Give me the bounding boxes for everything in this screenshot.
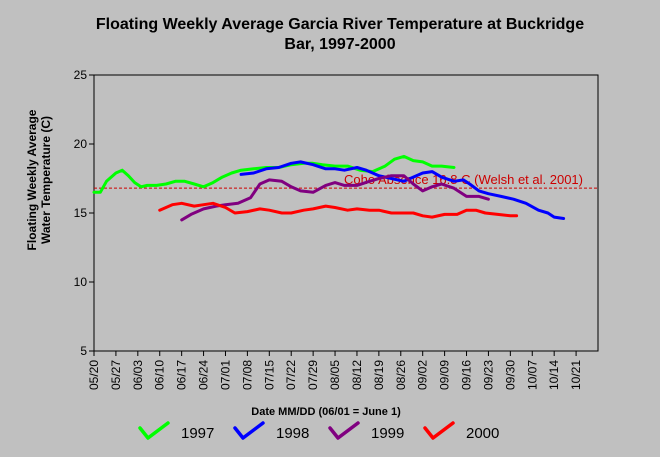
x-tick-label: 09/30 — [503, 360, 517, 390]
x-tick-label: 07/15 — [262, 360, 276, 390]
y-axis-label-line1: Floating Weekly Average — [25, 109, 39, 250]
series-line-1997 — [92, 154, 456, 194]
legend-label-1999: 1999 — [371, 425, 404, 442]
x-tick-label: 07/22 — [284, 360, 298, 390]
x-tick-label: 08/12 — [350, 360, 364, 390]
x-tick-label: 05/27 — [109, 360, 123, 390]
chart-title-line1: Floating Weekly Average Garcia River Tem… — [96, 16, 584, 33]
x-tick-label: 09/16 — [460, 360, 474, 390]
legend-label-1997: 1997 — [181, 425, 214, 442]
legend-swatch-2000 — [423, 421, 455, 440]
series-line-1999 — [180, 174, 490, 222]
x-tick-label: 08/19 — [372, 360, 386, 390]
x-tick-label: 09/09 — [438, 360, 452, 390]
x-tick-label: 07/29 — [306, 360, 320, 390]
legend-swatch-1999 — [328, 421, 360, 440]
y-tick-label: 20 — [74, 137, 88, 151]
x-tick-label: 07/01 — [218, 360, 232, 390]
y-tick-label: 10 — [74, 275, 88, 289]
y-axis-label-line2: Water Temperature (C) — [39, 116, 53, 244]
x-tick-label: 10/21 — [569, 360, 583, 390]
x-tick-label: 06/03 — [131, 360, 145, 390]
y-axis: 5 10 15 20 25 — [74, 68, 94, 358]
y-tick-label: 25 — [74, 68, 88, 82]
series-line-1998 — [239, 160, 566, 220]
x-tick-label: 10/07 — [525, 360, 539, 390]
plot-area — [93, 74, 599, 352]
x-tick-label: 06/24 — [197, 360, 211, 390]
x-axis: 05/20 05/27 06/03 06/10 06/17 06/24 07/01 07/08… — [87, 351, 583, 390]
x-axis-label: Date MM/DD (06/01 = June 1) — [251, 406, 401, 418]
legend-label-1998: 1998 — [276, 425, 309, 442]
x-tick-label: 09/02 — [416, 360, 430, 390]
x-tick-label: 05/20 — [87, 360, 101, 390]
y-tick-label: 15 — [74, 206, 88, 220]
legend-label-2000: 2000 — [466, 425, 499, 442]
series-line-2000 — [158, 201, 519, 219]
legend: 1997 1998 1999 2000 — [138, 421, 499, 442]
x-tick-label: 09/23 — [481, 360, 495, 390]
chart-title-line2: Bar, 1997-2000 — [284, 36, 395, 53]
x-tick-label: 07/08 — [240, 360, 254, 390]
x-tick-label: 10/14 — [547, 360, 561, 390]
series-group — [92, 154, 566, 222]
x-tick-label: 06/17 — [175, 360, 189, 390]
legend-swatch-1998 — [233, 421, 265, 440]
y-tick-label: 5 — [80, 344, 87, 358]
x-tick-label: 06/10 — [153, 360, 167, 390]
x-tick-label: 08/26 — [394, 360, 408, 390]
legend-swatch-1997 — [138, 421, 170, 440]
x-tick-label: 08/05 — [328, 360, 342, 390]
